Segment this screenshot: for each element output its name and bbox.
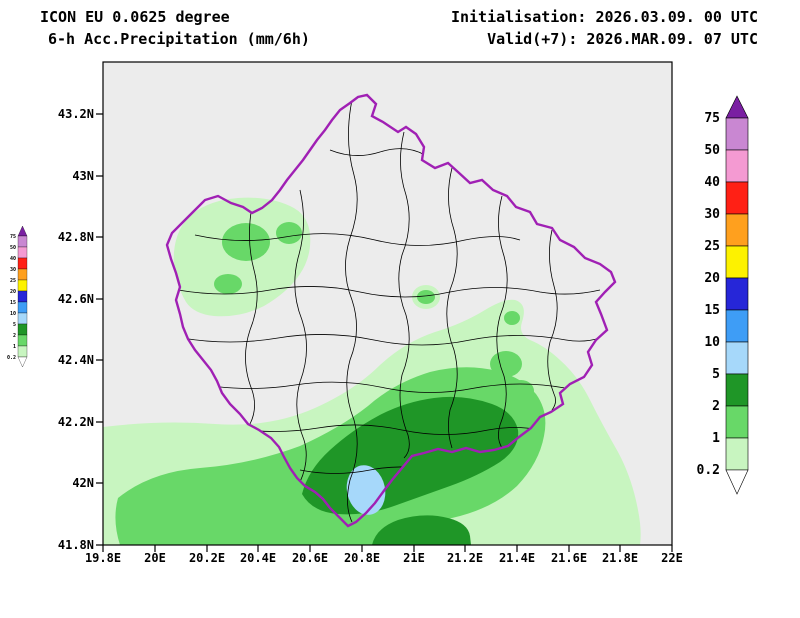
colorbar-segment bbox=[725, 341, 749, 375]
mini-colorbar-label: 10 bbox=[10, 311, 16, 317]
mini-colorbar-min-triangle bbox=[17, 356, 28, 368]
colorbar-label: 1 bbox=[712, 431, 720, 446]
mini-colorbar-label: 50 bbox=[10, 245, 16, 251]
initialisation-time: Initialisation: 2026.03.09. 00 UTC bbox=[451, 8, 758, 26]
mini-colorbar-label: 2 bbox=[13, 333, 16, 339]
colorbar-max-triangle bbox=[725, 95, 749, 119]
colorbar-segment bbox=[725, 405, 749, 439]
mini-colorbar-segment bbox=[17, 301, 28, 314]
colorbar-label: 5 bbox=[712, 367, 720, 382]
precip-spot-moderate-center bbox=[417, 290, 435, 304]
y-axis-ticks bbox=[96, 113, 103, 546]
x-tick-label: 20.6E bbox=[292, 551, 328, 565]
x-tick-label: 20.8E bbox=[344, 551, 380, 565]
colorbar-label: 0.2 bbox=[697, 463, 720, 478]
mini-colorbar-max-triangle bbox=[17, 225, 28, 237]
mini-colorbar-label: 75 bbox=[10, 234, 16, 240]
x-tick-label: 19.8E bbox=[85, 551, 121, 565]
precip-spot-moderate-east bbox=[490, 351, 522, 377]
x-tick-label: 21E bbox=[403, 551, 425, 565]
precip-spot-moderate-east bbox=[508, 380, 534, 402]
colorbar-min-triangle bbox=[725, 469, 749, 495]
y-tick-label: 43.2N bbox=[58, 107, 94, 121]
colorbar-segment bbox=[725, 437, 749, 471]
y-tick-label: 42.6N bbox=[58, 292, 94, 306]
colorbar-label: 30 bbox=[704, 207, 720, 222]
colorbar-label: 75 bbox=[704, 111, 720, 126]
precip-spot-moderate-northwest bbox=[276, 222, 302, 244]
x-axis-ticks bbox=[102, 545, 673, 552]
mini-colorbar-segment bbox=[17, 312, 28, 325]
colorbar-segment bbox=[725, 245, 749, 279]
mini-colorbar-label: 15 bbox=[10, 300, 16, 306]
colorbar-segment bbox=[725, 373, 749, 407]
x-tick-label: 21.4E bbox=[499, 551, 535, 565]
x-tick-label: 20.2E bbox=[189, 551, 225, 565]
mini-colorbar-label: 25 bbox=[10, 278, 16, 284]
x-tick-label: 21.2E bbox=[447, 551, 483, 565]
x-tick-label: 20E bbox=[144, 551, 166, 565]
y-tick-label: 41.8N bbox=[58, 538, 94, 552]
precip-spot-moderate-northwest bbox=[214, 274, 242, 294]
colorbar-segment bbox=[725, 277, 749, 311]
y-tick-label: 42.8N bbox=[58, 230, 94, 244]
colorbar-segment bbox=[725, 309, 749, 343]
colorbar-label: 50 bbox=[704, 143, 720, 158]
mini-colorbar-label: 40 bbox=[10, 256, 16, 262]
x-tick-label: 20.4E bbox=[240, 551, 276, 565]
y-tick-label: 42.4N bbox=[58, 353, 94, 367]
colorbar-label: 40 bbox=[704, 175, 720, 190]
mini-colorbar-segment bbox=[17, 268, 28, 281]
colorbar-segment bbox=[725, 117, 749, 151]
mini-colorbar: 75 50 40 30 25 20 15 10 5 2 1 0.2 bbox=[7, 225, 28, 368]
y-tick-label: 42.2N bbox=[58, 415, 94, 429]
colorbar-label: 2 bbox=[712, 399, 720, 414]
colorbar-segment bbox=[725, 213, 749, 247]
mini-colorbar-segment bbox=[17, 323, 28, 336]
x-tick-label: 22E bbox=[661, 551, 683, 565]
y-tick-label: 43N bbox=[72, 169, 94, 183]
district-borders bbox=[177, 99, 601, 523]
mini-colorbar-label: 20 bbox=[10, 289, 16, 295]
mini-colorbar-segment bbox=[17, 334, 28, 347]
colorbar-label: 20 bbox=[704, 271, 720, 286]
mini-colorbar-segment bbox=[17, 345, 28, 358]
y-tick-label: 42N bbox=[72, 476, 94, 490]
mini-colorbar-segment bbox=[17, 290, 28, 303]
colorbar-label: 25 bbox=[704, 239, 720, 254]
precip-spot-moderate-northwest bbox=[222, 223, 270, 261]
colorbar: 75 50 40 30 25 20 15 10 5 2 1 0.2 bbox=[697, 95, 749, 495]
x-tick-label: 21.6E bbox=[551, 551, 587, 565]
map-frame bbox=[102, 61, 673, 546]
mini-colorbar-segment bbox=[17, 235, 28, 248]
mini-colorbar-segment bbox=[17, 279, 28, 292]
map-layers bbox=[103, 93, 641, 545]
mini-colorbar-segment bbox=[17, 246, 28, 259]
precip-spot-moderate-east bbox=[504, 311, 520, 325]
colorbar-segment bbox=[725, 149, 749, 183]
colorbar-segment bbox=[725, 181, 749, 215]
map-plot: 19.8E 20E 20.2E 20.4E 20.6E 20.8E 21E 21… bbox=[58, 61, 683, 565]
x-tick-label: 21.8E bbox=[602, 551, 638, 565]
mini-colorbar-label: 0.2 bbox=[7, 355, 16, 361]
valid-time: Valid(+7): 2026.MAR.09. 07 UTC bbox=[487, 30, 758, 48]
precip-area-heavy-bottom bbox=[372, 515, 471, 545]
model-title: ICON EU 0.0625 degree bbox=[40, 8, 230, 26]
mini-colorbar-label: 30 bbox=[10, 267, 16, 273]
mini-colorbar-segment bbox=[17, 257, 28, 270]
colorbar-label: 10 bbox=[704, 335, 720, 350]
mini-colorbar-label: 1 bbox=[13, 344, 16, 350]
kosovo-border bbox=[165, 93, 617, 528]
mini-colorbar-label: 5 bbox=[13, 322, 16, 328]
product-title: 6-h Acc.Precipitation (mm/6h) bbox=[48, 30, 310, 48]
colorbar-label: 15 bbox=[704, 303, 720, 318]
